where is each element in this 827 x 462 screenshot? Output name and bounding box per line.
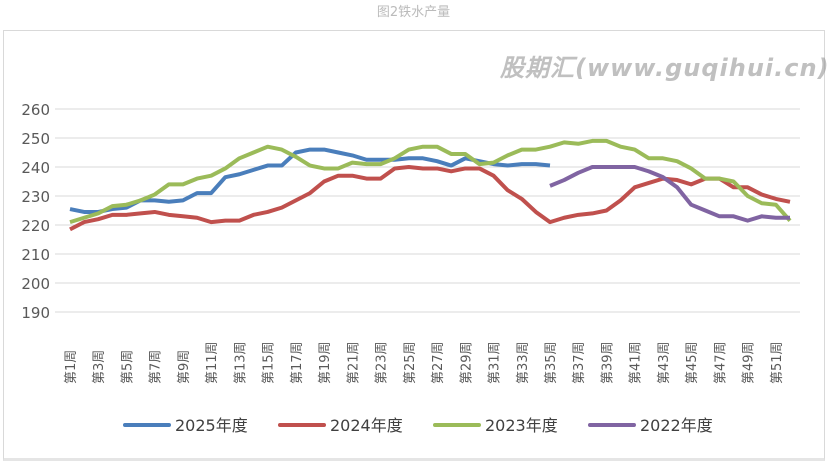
x-tick-label: 第35周 — [544, 341, 559, 384]
series-line-2023年度 — [69, 138, 792, 225]
legend-item: 2023年度 — [433, 416, 558, 435]
y-tick-label: 220 — [21, 217, 50, 235]
legend-label: 2022年度 — [640, 416, 713, 435]
legend-label: 2025年度 — [175, 416, 248, 435]
x-tick-label: 第3周 — [92, 350, 107, 384]
x-tick-label: 第51周 — [770, 341, 785, 384]
x-tick-label: 第27周 — [431, 341, 446, 384]
x-tick-label: 第31周 — [488, 341, 503, 384]
y-tick-label: 200 — [21, 275, 50, 293]
legend-label: 2024年度 — [330, 416, 403, 435]
x-tick-label: 第13周 — [233, 341, 248, 384]
legend-item: 2024年度 — [278, 416, 403, 435]
chart-frame — [3, 30, 825, 461]
watermark: 股期汇(www.guqihui.cn) — [500, 54, 827, 82]
x-tick-label: 第7周 — [149, 350, 164, 384]
x-tick-label: 第9周 — [177, 350, 192, 384]
chart-title: 图2铁水产量 — [376, 5, 451, 20]
y-tick-label: 240 — [21, 159, 50, 177]
x-tick-label: 第49周 — [742, 341, 757, 384]
series-line-2025年度 — [69, 147, 551, 214]
y-tick-label: 260 — [21, 101, 50, 119]
x-tick-label: 第45周 — [685, 341, 700, 384]
x-tick-label: 第5周 — [120, 350, 135, 384]
x-tick-label: 第11周 — [205, 341, 220, 384]
legend-label: 2023年度 — [485, 416, 558, 435]
x-tick-label: 第43周 — [657, 341, 672, 384]
series-line-2022年度 — [549, 165, 790, 223]
x-tick-label: 第29周 — [459, 341, 474, 384]
y-tick-label: 190 — [21, 304, 50, 322]
legend-item: 2022年度 — [588, 416, 713, 435]
y-tick-label: 210 — [21, 246, 50, 264]
x-tick-label: 第23周 — [375, 341, 390, 384]
x-tick-label: 第15周 — [262, 341, 277, 384]
x-tick-label: 第37周 — [572, 341, 587, 384]
x-tick-label: 第19周 — [318, 341, 333, 384]
x-tick-label: 第41周 — [629, 341, 644, 384]
x-tick-label: 第21周 — [346, 341, 361, 384]
legend-item: 2025年度 — [123, 416, 248, 435]
x-tick-label: 第17周 — [290, 341, 305, 384]
y-tick-label: 230 — [21, 188, 50, 206]
x-tick-label: 第33周 — [516, 341, 531, 384]
x-tick-label: 第25周 — [403, 341, 418, 384]
series-line-2024年度 — [69, 165, 791, 232]
y-tick-label: 250 — [21, 130, 50, 148]
x-tick-label: 第47周 — [713, 341, 728, 384]
x-tick-label: 第1周 — [64, 350, 79, 384]
x-tick-label: 第39周 — [600, 341, 615, 384]
